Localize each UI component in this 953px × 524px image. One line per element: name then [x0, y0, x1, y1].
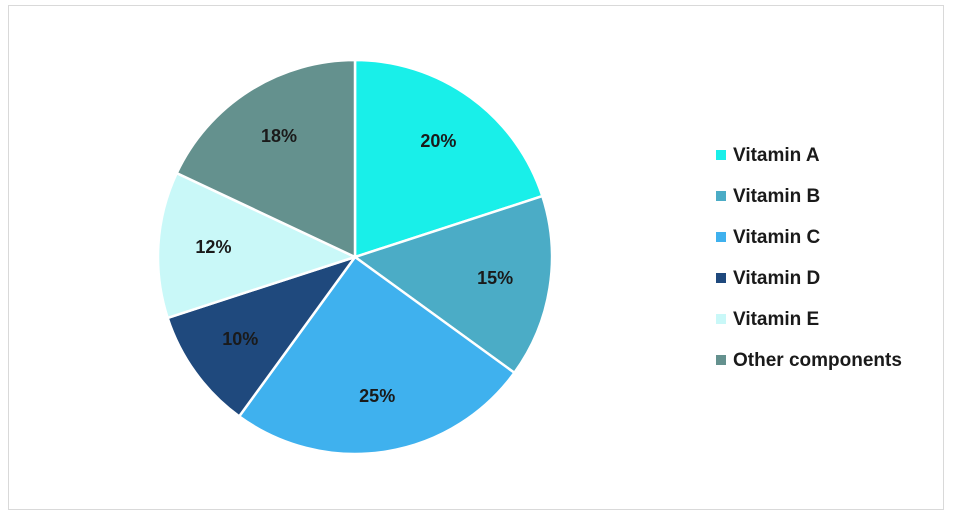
data-label: 18%: [261, 126, 297, 146]
legend-label: Other components: [733, 350, 902, 371]
pie-slice: [175, 58, 357, 259]
data-label: 20%: [420, 131, 456, 151]
data-label: 15%: [477, 268, 513, 288]
legend-swatch: [716, 314, 726, 324]
legend-label: Vitamin E: [733, 309, 819, 330]
pie-slice: [237, 255, 517, 456]
legend-label: Vitamin A: [733, 145, 820, 166]
legend-label: Vitamin C: [733, 227, 821, 248]
legend-swatch: [716, 232, 726, 242]
data-label: 25%: [359, 386, 395, 406]
data-label: 10%: [222, 329, 258, 349]
legend-label: Vitamin D: [733, 268, 820, 289]
pie-slice: [352, 194, 554, 375]
legend-swatch: [716, 150, 726, 160]
pie-slice: [166, 254, 359, 419]
legend-swatch: [716, 273, 726, 283]
pie-slice: [156, 171, 359, 320]
legend-swatch: [716, 355, 726, 365]
pie-slice: [353, 58, 544, 259]
legend-label: Vitamin B: [733, 186, 820, 207]
data-label: 12%: [195, 237, 231, 257]
legend-swatch: [716, 191, 726, 201]
